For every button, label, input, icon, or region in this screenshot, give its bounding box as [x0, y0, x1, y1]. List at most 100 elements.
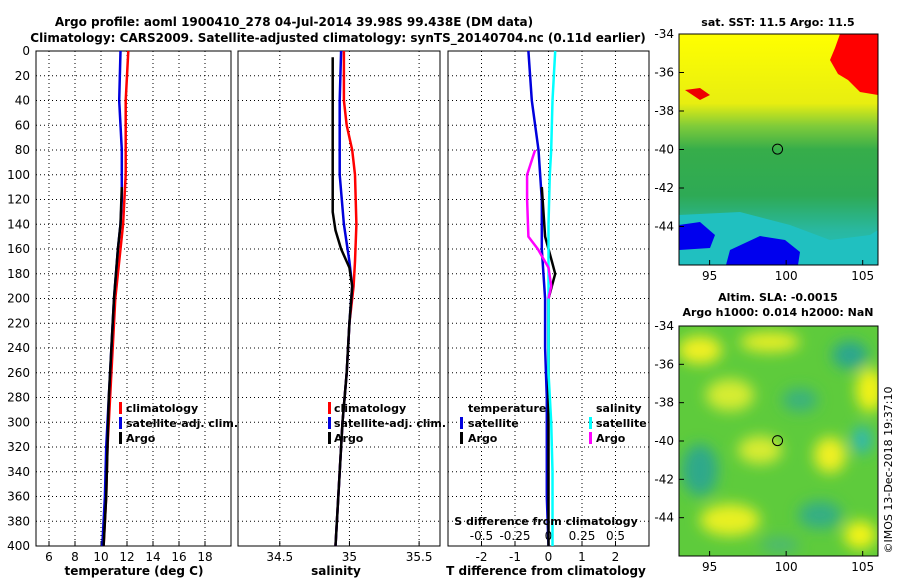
salinity-series: [331, 50, 358, 547]
sla-anomalies: [679, 332, 878, 553]
map-y-tick-label: -38: [654, 104, 674, 118]
depth-tick-label: 300: [7, 415, 30, 429]
sst-warm-speck: [685, 88, 710, 100]
s-diff-tick-label: -0.25: [499, 529, 530, 543]
depth-tick-label: 260: [7, 366, 30, 380]
map-y-tick-label: -40: [654, 143, 674, 157]
depth-tick-label: 200: [7, 292, 30, 306]
x-tick-label: 18: [197, 550, 212, 564]
depth-tick-label: 140: [7, 217, 30, 231]
depth-axis: 0 20 40 60 80 100 120 140 160 180 200 220 240 260 280 3…: [7, 44, 30, 553]
map-x-tick-label: 95: [702, 269, 717, 283]
legend-swatch-t-argo: [460, 432, 463, 444]
x-tick-label: 35.5: [406, 550, 433, 564]
imos-stamp: ©IMOS 13-Dec-2018 19:37:10: [882, 387, 895, 554]
map-y-tick-label: -42: [654, 181, 674, 195]
depth-tick-label: 160: [7, 242, 30, 256]
map-y-tick-label: -44: [654, 511, 674, 525]
x-tick-label: 6: [45, 550, 53, 564]
legend-swatch-climatology: [328, 402, 331, 414]
sla-axes: 95 100 105 -34 -36 -38 -40 -42 -44: [654, 319, 874, 574]
map-y-tick-label: -40: [654, 434, 674, 448]
depth-tick-label: 100: [7, 168, 30, 182]
title-line-2: Climatology: CARS2009. Satellite-adjuste…: [30, 31, 645, 46]
x-tick-label: 12: [119, 550, 134, 564]
map-y-tick-label: -38: [654, 396, 674, 410]
depth-tick-label: 60: [15, 118, 30, 132]
map-x-tick-label: 105: [851, 560, 874, 574]
s-diff-tick-label: 0.5: [606, 529, 625, 543]
depth-tick-label: 180: [7, 267, 30, 281]
depth-tick-label: 320: [7, 440, 30, 454]
depth-tick-label: 120: [7, 193, 30, 207]
x-tick-label: 14: [145, 550, 160, 564]
salinity-difference-axis: -0.5 -0.25 0 0.25 0.5: [470, 529, 625, 543]
sst-cool-band: [679, 212, 878, 265]
map-x-tick-label: 95: [702, 560, 717, 574]
series-line-argo: [331, 57, 354, 547]
legend-satellite-adj: satellite-adj. clim.: [334, 417, 446, 430]
temperature-panel: [35, 50, 232, 547]
legend-s-satellite: satellite: [596, 417, 647, 430]
sst-axes: 95 100 105 -34 -36 -38 -40 -42 -44: [654, 27, 874, 283]
salinity-x-axis: 34.5 35 35.5: [266, 541, 432, 564]
sst-map: sat. SST: 11.5 Argo: 11.5 95 100 105 -34 -36…: [654, 16, 879, 283]
temperature-series: [101, 50, 130, 547]
legend-t-argo: Argo: [468, 432, 498, 445]
depth-tick-label: 400: [7, 539, 30, 553]
x-tick-label: 35: [342, 550, 357, 564]
depth-tick-label: 20: [15, 69, 30, 83]
x-tick-label: -1: [509, 550, 521, 564]
legend-swatch-s-argo: [589, 432, 592, 444]
series-line-s-argo: [525, 149, 553, 299]
x-tick-label: 16: [171, 550, 186, 564]
legend-swatch-t-satellite: [460, 417, 463, 429]
sla-map-title-2: Argo h1000: 0.014 h2000: NaN: [682, 306, 873, 319]
depth-tick-label: 280: [7, 391, 30, 405]
salinity-legend: climatology satellite-adj. clim. Argo: [328, 402, 446, 445]
x-tick-label: 8: [71, 550, 79, 564]
legend-salinity-title: salinity: [596, 402, 642, 415]
map-x-tick-label: 100: [775, 269, 798, 283]
salinity-xlabel: salinity: [311, 564, 361, 578]
sst-warm-patch: [830, 34, 878, 95]
x-tick-label: 0: [545, 550, 553, 564]
map-y-tick-label: -42: [654, 472, 674, 486]
map-x-tick-label: 105: [851, 269, 874, 283]
legend-s-argo: Argo: [596, 432, 626, 445]
map-y-tick-label: -44: [654, 220, 674, 234]
depth-tick-label: 360: [7, 490, 30, 504]
sst-argo-marker: [772, 143, 784, 155]
legend-swatch-s-satellite: [589, 417, 592, 429]
difference-legend: temperature satellite Argo salinity sate…: [460, 402, 647, 445]
x-tick-label: 2: [612, 550, 620, 564]
map-x-tick-label: 100: [775, 560, 798, 574]
x-tick-label: 34.5: [266, 550, 293, 564]
x-tick-label: 10: [93, 550, 108, 564]
depth-tick-label: 220: [7, 316, 30, 330]
legend-swatch-satellite: [328, 417, 331, 429]
x-tick-label: 1: [578, 550, 586, 564]
sla-map: Altim. SLA: -0.0015 Argo h1000: 0.014 h2…: [654, 291, 879, 574]
s-diff-tick-label: -0.5: [470, 529, 493, 543]
sst-cold-patch-south: [726, 236, 800, 265]
legend-satellite-adj: satellite-adj. clim.: [126, 417, 238, 430]
legend-climatology: climatology: [126, 402, 198, 415]
sla-map-title-1: Altim. SLA: -0.0015: [718, 291, 838, 304]
temperature-legend: climatology satellite-adj. clim. Argo: [119, 402, 238, 445]
temperature-xlabel: temperature (deg C): [65, 564, 204, 578]
legend-climatology: climatology: [334, 402, 406, 415]
s-difference-label: S difference from climatology: [454, 515, 638, 528]
x-tick-label: -2: [476, 550, 488, 564]
temperature-x-axis: 6 8 10 12 14 16 18: [45, 541, 213, 564]
map-y-tick-label: -36: [654, 66, 674, 80]
legend-argo: Argo: [334, 432, 364, 445]
series-line-t-satellite: [527, 50, 550, 547]
depth-tick-label: 380: [7, 514, 30, 528]
map-y-tick-label: -34: [654, 27, 674, 41]
legend-swatch-satellite: [119, 417, 122, 429]
depth-tick-label: 240: [7, 341, 30, 355]
sst-map-title: sat. SST: 11.5 Argo: 11.5: [701, 16, 854, 29]
map-y-tick-label: -34: [654, 319, 674, 333]
